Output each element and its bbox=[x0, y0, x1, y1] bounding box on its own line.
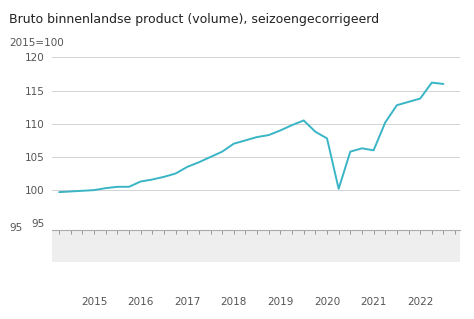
Text: 2015=100: 2015=100 bbox=[9, 38, 64, 48]
Text: 95: 95 bbox=[9, 223, 23, 233]
Text: Bruto binnenlandse product (volume), seizoengecorrigeerd: Bruto binnenlandse product (volume), sei… bbox=[9, 13, 380, 26]
